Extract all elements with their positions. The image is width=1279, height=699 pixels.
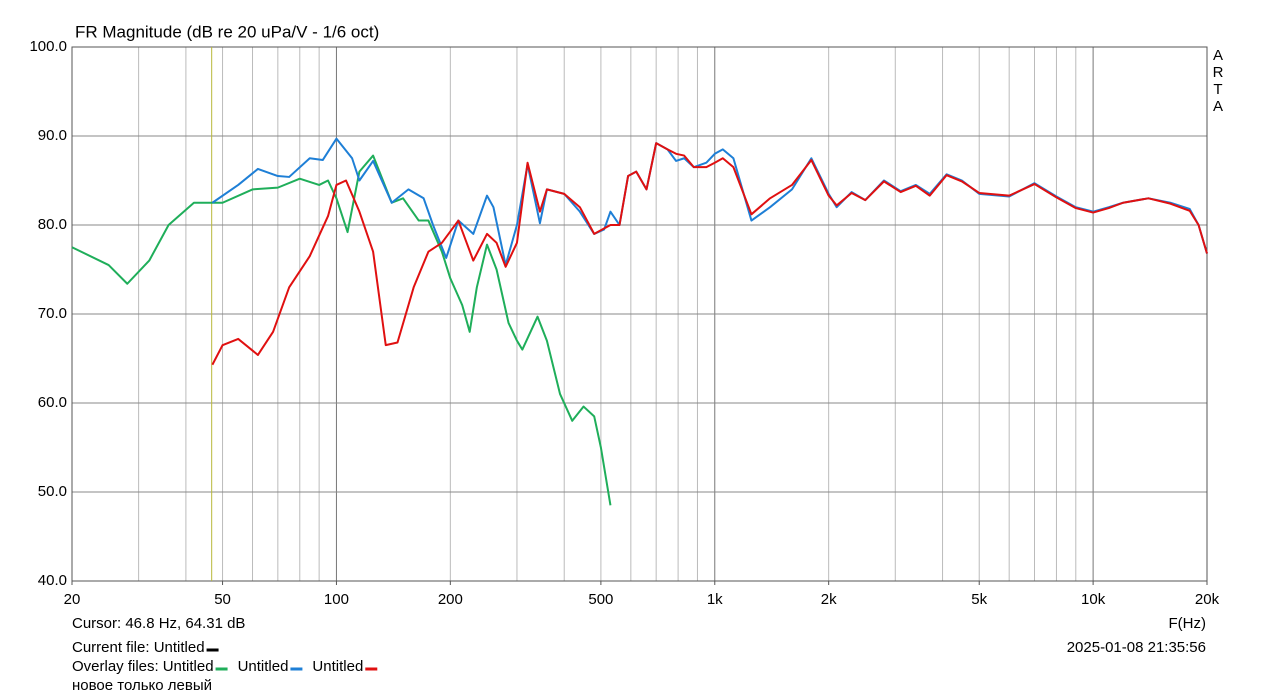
x-tick-label: 500 [588,591,613,608]
legend-label: Untitled [238,658,289,675]
x-tick-label: 200 [438,591,463,608]
y-tick-label: 50.0 [38,483,67,500]
x-tick-label: 1k [707,591,723,608]
x-tick-label: 10k [1081,591,1106,608]
y-tick-label: 70.0 [38,305,67,322]
y-tick-label: 60.0 [38,394,67,411]
x-tick-label: 2k [821,591,837,608]
x-tick-label: 20 [64,591,81,608]
side-label: A [1213,98,1223,115]
x-axis-label: F(Hz) [1169,615,1207,632]
y-tick-label: 100.0 [29,38,67,55]
chart-title: FR Magnitude (dB re 20 uPa/V - 1/6 oct) [75,22,379,41]
x-tick-label: 100 [324,591,349,608]
series-line [211,142,1208,366]
side-label: R [1213,64,1224,81]
current-file: Current file: Untitled [72,639,205,656]
plot-frame [71,46,1208,582]
x-tick-label: 5k [971,591,987,608]
x-tick-label: 50 [214,591,231,608]
x-tick-label: 20k [1195,591,1220,608]
timestamp: 2025-01-08 21:35:56 [1067,639,1206,656]
side-label: T [1213,81,1222,98]
side-label: A [1213,47,1223,64]
legend-label: Untitled [163,658,214,675]
overlay-label: Overlay files: [72,658,159,675]
y-tick-label: 90.0 [38,127,67,144]
note: новое только левый [72,677,212,694]
y-tick-label: 80.0 [38,216,67,233]
series-line [71,154,612,506]
y-tick-label: 40.0 [38,572,67,589]
cursor-readout: Cursor: 46.8 Hz, 64.31 dB [72,615,245,632]
legend-label: Untitled [312,658,363,675]
